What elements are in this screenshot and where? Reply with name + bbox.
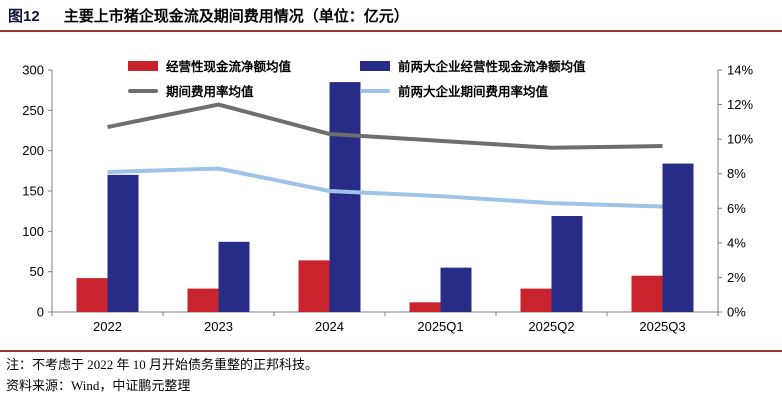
- left-axis-label-300: 300: [22, 63, 44, 78]
- chart-area: 经营性现金流净额均值 期间费用率均值 前两大企业经营性现金流净额均值 前两大企业…: [0, 32, 782, 348]
- right-axis-label-8pct: 8%: [727, 166, 746, 181]
- right-axis-label-6pct: 6%: [727, 201, 746, 216]
- chart-legend: 经营性现金流净额均值 期间费用率均值 前两大企业经营性现金流净额均值 前两大企业…: [128, 53, 586, 103]
- right-axis-label-10pct: 10%: [727, 132, 753, 147]
- bar-navy-2025Q2: [551, 216, 583, 312]
- bar-navy-2024: [329, 82, 361, 312]
- lightblue-line-swatch: [360, 88, 390, 93]
- left-axis-label-200: 200: [22, 143, 44, 158]
- chart-source: 资料来源：Wind，中证鹏元整理: [6, 378, 191, 393]
- bar-red-2022: [76, 278, 108, 312]
- left-axis-label-50: 50: [30, 264, 44, 279]
- bar-navy-2025Q1: [440, 267, 472, 312]
- legend-label: 期间费用率均值: [166, 85, 254, 99]
- legend-item-operating-cashflow: 经营性现金流净额均值: [128, 53, 360, 78]
- figure-label: 图12: [8, 8, 40, 25]
- left-axis-label-150: 150: [22, 184, 44, 199]
- bar-red-2025Q3: [631, 275, 663, 312]
- page-title: 主要上市猪企现金流及期间费用情况（单位：亿元）: [63, 8, 409, 25]
- legend-item-expense-ratio: 期间费用率均值: [128, 78, 360, 103]
- right-axis-label-14pct: 14%: [727, 63, 753, 78]
- bar-navy-2023: [218, 241, 250, 312]
- line-expense-ratio: [107, 102, 663, 150]
- red-bar-swatch: [128, 60, 158, 71]
- left-axis-label-100: 100: [22, 224, 44, 239]
- legend-label: 经营性现金流净额均值: [166, 60, 292, 74]
- bar-red-2025Q2: [520, 288, 552, 312]
- legend-label: 前两大企业期间费用率均值: [398, 85, 549, 99]
- bar-navy-2022: [107, 174, 139, 312]
- x-axis-label-2023: 2023: [204, 319, 233, 334]
- left-axis-label-250: 250: [22, 103, 44, 118]
- left-axis-label-0: 0: [37, 305, 44, 320]
- x-axis-label-2025Q1: 2025Q1: [417, 319, 463, 334]
- bar-red-2025Q1: [409, 302, 441, 312]
- legend-label: 前两大企业经营性现金流净额均值: [398, 60, 586, 74]
- combo-chart: 0 50 100 150 200 250 300 0% 2% 4% 6% 8% 10% 12% 14% 202…: [22, 63, 753, 335]
- navy-bar-swatch: [360, 60, 390, 71]
- line-top2-expense-ratio: [107, 166, 663, 209]
- x-axis-label-2025Q3: 2025Q3: [639, 319, 685, 334]
- legend-item-top2-cashflow: 前两大企业经营性现金流净额均值: [360, 53, 586, 78]
- right-axis-label-12pct: 12%: [727, 97, 753, 112]
- x-axis-label-2022: 2022: [93, 319, 122, 334]
- bar-red-2024: [298, 260, 330, 312]
- legend-item-top2-expense-ratio: 前两大企业期间费用率均值: [360, 78, 586, 103]
- x-axis-label-2025Q2: 2025Q2: [528, 319, 574, 334]
- bar-navy-2025Q3: [662, 163, 694, 312]
- figure-header: 图12 主要上市猪企现金流及期间费用情况（单位：亿元）: [0, 0, 782, 29]
- chart-note: 注：不考虑于 2022 年 10 月开始债务重整的正邦科技。: [6, 357, 319, 372]
- title-divider: [0, 30, 782, 32]
- bar-red-2023: [187, 288, 219, 312]
- right-axis-label-4pct: 4%: [727, 235, 746, 250]
- footer-divider: [0, 350, 782, 352]
- right-axis-label-0pct: 0%: [727, 305, 746, 320]
- gray-line-swatch: [128, 88, 158, 93]
- x-axis-label-2024: 2024: [315, 319, 344, 334]
- right-axis-label-2pct: 2%: [727, 270, 746, 285]
